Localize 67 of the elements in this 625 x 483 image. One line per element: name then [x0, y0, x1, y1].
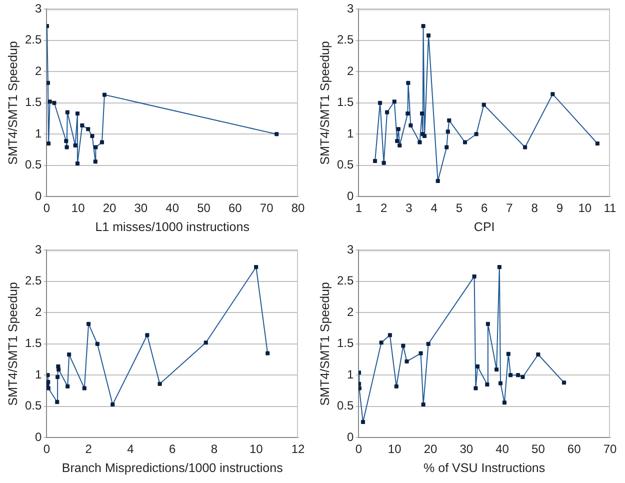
y-tick-label: 0.5: [336, 398, 354, 413]
x-tick-label: 4: [127, 442, 134, 456]
x-tick-label: 10: [388, 442, 402, 456]
x-tick-label: 20: [424, 442, 438, 456]
y-tick-label: 1.5: [24, 336, 42, 350]
x-tick-label: 8: [210, 442, 218, 456]
y-tick-label: 0: [346, 188, 354, 203]
y-tick-label: 3: [346, 2, 354, 16]
x-tick-label: 30: [134, 201, 148, 216]
y-axis-title: SMT4/SMT1 Speedup: [6, 41, 20, 165]
x-tick-label: 8: [531, 201, 538, 216]
y-tick-label: 0: [34, 188, 42, 203]
y-tick-label: 0: [346, 430, 354, 444]
x-tick-label: 2: [85, 442, 92, 456]
x-tick-label: 10: [578, 201, 592, 216]
y-tick-label: 0.5: [24, 398, 42, 413]
x-tick-label: 40: [166, 201, 180, 216]
y-tick-label: 1: [346, 126, 354, 140]
x-tick-label: 60: [567, 442, 582, 456]
x-tick-label: 4: [430, 201, 438, 216]
x-tick-label: 70: [260, 201, 274, 216]
y-tick-label: 2: [346, 304, 354, 319]
y-tick-label: 3: [34, 242, 42, 257]
x-tick-label: 50: [197, 201, 211, 216]
x-tick-label: 5: [456, 201, 463, 216]
y-tick-label: 1.5: [24, 95, 42, 110]
y-tick-label: 1: [346, 367, 354, 382]
x-tick-label: 9: [556, 201, 564, 216]
x-tick-label: 12: [291, 442, 305, 456]
y-tick-label: 0: [34, 430, 42, 444]
y-tick-label: 2: [34, 64, 42, 78]
y-tick-label: 2: [34, 304, 42, 319]
x-axis-title: L1 misses/1000 instructions: [95, 220, 250, 234]
y-tick-label: 1.5: [336, 95, 354, 110]
x-tick-label: 11: [604, 201, 617, 216]
y-tick-label: 3: [34, 2, 42, 16]
x-axis-title: Branch Mispredictions/1000 instructions: [62, 460, 283, 475]
x-axis-title: % of VSU Instructions: [424, 460, 546, 475]
x-tick-label: 80: [291, 201, 305, 216]
x-tick-label: 70: [603, 442, 617, 456]
y-axis-title: SMT4/SMT1 Speedup: [6, 282, 20, 406]
x-tick-label: 6: [480, 201, 488, 216]
x-tick-label: 7: [506, 201, 514, 216]
y-tick-label: 2: [346, 64, 354, 78]
y-tick-label: 2.5: [24, 32, 42, 47]
y-tick-label: 1: [34, 126, 42, 140]
x-tick-label: 10: [71, 201, 86, 216]
y-tick-label: 2.5: [24, 274, 42, 288]
x-tick-label: 3: [406, 201, 413, 216]
y-tick-label: 1: [34, 367, 42, 382]
y-tick-label: 3: [346, 242, 354, 257]
y-tick-label: 0.5: [336, 158, 354, 172]
x-axis-title: CPI: [474, 220, 495, 234]
y-tick-label: 2.5: [336, 274, 354, 288]
x-tick-label: 2: [380, 201, 388, 216]
x-tick-label: 30: [460, 442, 474, 456]
y-tick-label: 0.5: [24, 158, 42, 172]
x-tick-label: 50: [532, 442, 546, 456]
x-tick-label: 6: [168, 442, 176, 456]
x-tick-label: 20: [102, 201, 117, 216]
x-tick-label: 60: [228, 201, 242, 216]
y-tick-label: 2.5: [336, 32, 354, 47]
x-tick-label: 10: [249, 442, 264, 456]
y-axis-title: SMT4/SMT1 Speedup: [318, 41, 332, 165]
x-tick-label: 40: [496, 442, 510, 456]
y-tick-label: 1.5: [336, 336, 354, 350]
y-axis-title: SMT4/SMT1 Speedup: [318, 282, 332, 406]
